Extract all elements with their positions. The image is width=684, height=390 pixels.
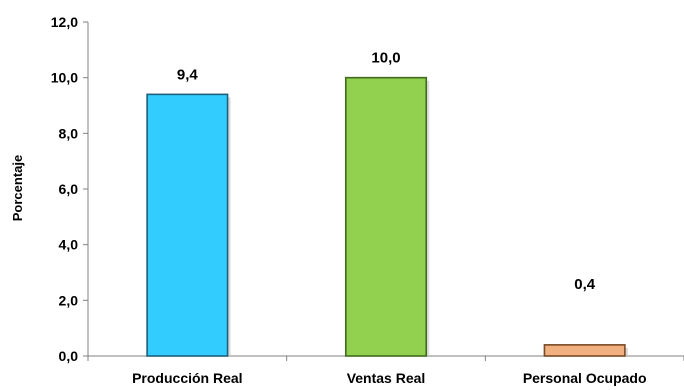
bar (146, 93, 229, 357)
bar-data-label: 10,0 (371, 50, 400, 67)
y-axis-title: Porcentaje (10, 155, 25, 221)
y-tick-label: 10,0 (51, 70, 78, 86)
x-category-label: Ventas Real (347, 370, 426, 386)
x-category-label: Personal Ocupado (523, 370, 647, 386)
x-axis: Producción Real Ventas Real Personal Ocupa… (87, 355, 684, 386)
y-axis: 0,0 2,0 4,0 6,0 8,0 10,0 12,0 (51, 14, 89, 364)
data-labels-group: 9,4 10,0 0,4 (177, 50, 596, 294)
bars-group (146, 76, 628, 357)
bar-data-label: 0,4 (574, 276, 596, 293)
y-tick-label: 0,0 (59, 348, 79, 364)
y-tick-label: 8,0 (59, 125, 79, 141)
y-tick-label: 4,0 (59, 237, 79, 253)
bar-data-label: 9,4 (177, 66, 199, 83)
bar (344, 76, 428, 357)
y-tick-label: 6,0 (59, 181, 79, 197)
y-tick-label: 12,0 (51, 14, 78, 30)
x-category-label: Producción Real (132, 370, 242, 386)
bar (543, 344, 626, 357)
y-tick-label: 2,0 (59, 292, 79, 308)
